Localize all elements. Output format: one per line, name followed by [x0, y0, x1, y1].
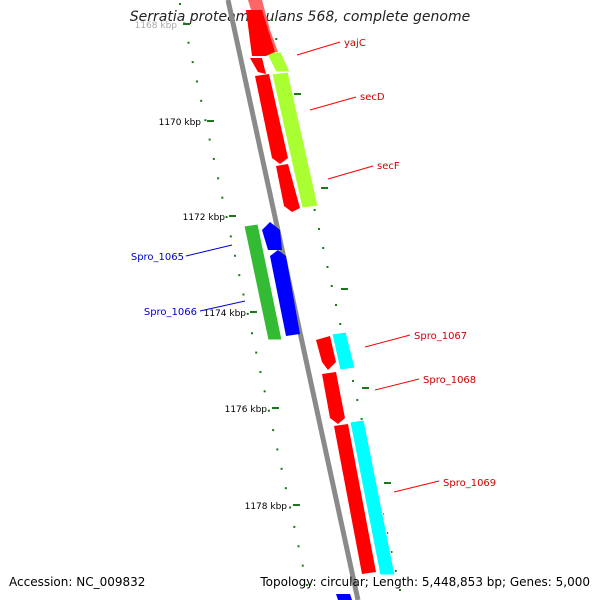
gene-label-spro1066[interactable]: Spro_1066: [144, 307, 197, 318]
accession-text: Accession: NC_009832: [9, 575, 146, 589]
gene-spro1069-arrow: [334, 424, 376, 574]
tick-label-1170: 1170 kbp: [159, 118, 202, 128]
gene-secd-arrow: [255, 74, 288, 164]
tick-label-1168: 1168 kbp: [135, 21, 178, 31]
cds-spro1065-bar: [243, 223, 283, 341]
gene-label-secf[interactable]: secF: [377, 161, 400, 172]
gene-spro1066-arrow: [270, 250, 300, 336]
gene-yajc-lower: [250, 58, 266, 74]
gene-track: [246, 0, 376, 600]
gene-label-spro1068[interactable]: Spro_1068: [423, 375, 476, 386]
tick-label-1178: 1178 kbp: [245, 502, 288, 512]
tick-label-1176: 1176 kbp: [225, 405, 268, 415]
cds-yajc-bar: [265, 51, 291, 73]
gene-label-spro1065[interactable]: Spro_1065: [131, 252, 184, 263]
gene-spro1067-arrow: [316, 336, 336, 370]
gene-labels: yajC secD secF Spro_1065 Spro_1066 Spro_…: [131, 38, 496, 493]
cds-spro1069-bar: [349, 419, 396, 576]
cds-spro1067-bar: [331, 331, 356, 371]
gene-label-spro1069[interactable]: Spro_1069: [443, 478, 496, 489]
gene-spro1068-arrow: [322, 372, 345, 424]
map-title: Serratia proteamaculans 568, complete ge…: [129, 9, 471, 25]
cds-secd-bar: [271, 71, 319, 209]
tick-label-1174: 1174 kbp: [204, 309, 247, 319]
gene-bottom-blue: [336, 594, 352, 600]
gene-label-yajc[interactable]: yajC: [344, 38, 366, 49]
gene-label-secd[interactable]: secD: [360, 92, 385, 103]
gene-secf-arrow: [276, 164, 300, 212]
topology-text: Topology: circular; Length: 5,448,853 bp…: [260, 575, 590, 589]
tick-labels: 1168 kbp 1170 kbp 1172 kbp 1174 kbp 1176…: [135, 21, 300, 512]
gene-label-spro1067[interactable]: Spro_1067: [414, 331, 467, 342]
gene-yajc-arrow: [246, 10, 275, 56]
gene-spro1065-arrow: [262, 222, 282, 250]
cds-track: [243, 51, 396, 576]
tick-label-1172: 1172 kbp: [183, 213, 226, 223]
right-tick-marks: [294, 93, 391, 484]
